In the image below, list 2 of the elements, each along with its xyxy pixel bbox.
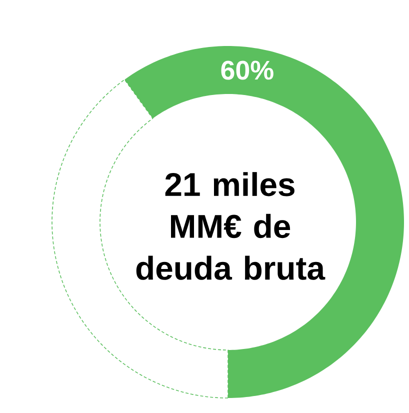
data-label: 60%: [221, 60, 274, 80]
text: 21 miles MM€ de deuda bruta: [136, 172, 326, 280]
